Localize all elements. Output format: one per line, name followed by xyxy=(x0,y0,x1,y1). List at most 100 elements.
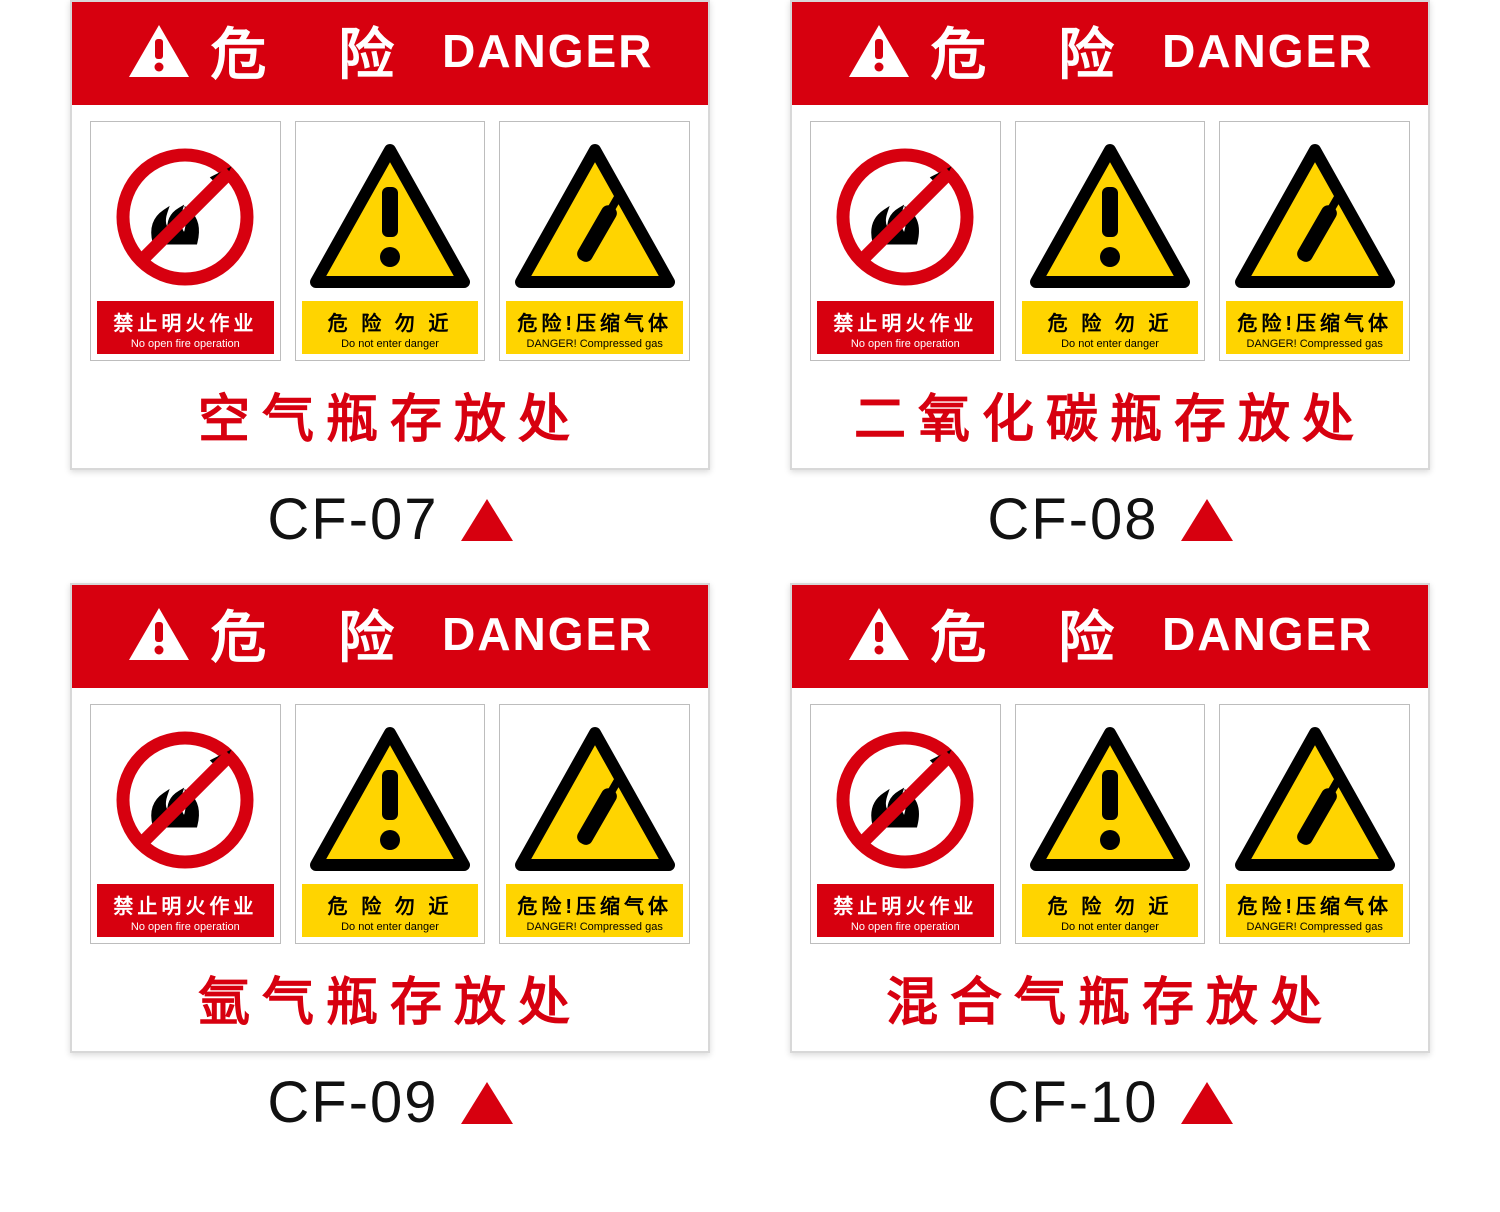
alert-triangle-icon xyxy=(847,23,911,79)
caption-compressed-gas: 危险!压缩气体 DANGER! Compressed gas xyxy=(1226,301,1403,354)
panel-row: 禁止明火作业 No open fire operation 危 险 勿 近 xyxy=(792,688,1428,954)
alert-triangle-icon xyxy=(847,606,911,662)
caption-en: DANGER! Compressed gas xyxy=(510,338,679,350)
caption-cn: 危 险 勿 近 xyxy=(306,307,475,336)
header-en: DANGER xyxy=(442,607,653,661)
caption-en: No open fire operation xyxy=(821,338,990,350)
code-row: CF-08 xyxy=(987,486,1232,553)
header-en: DANGER xyxy=(442,24,653,78)
sign-grid: 危 险 DANGER xyxy=(60,0,1440,1136)
sign-item-cf07: 危 险 DANGER xyxy=(60,0,720,553)
danger-sign: 危 险 DANGER xyxy=(790,0,1430,470)
sign-header: 危 险 DANGER xyxy=(72,2,708,105)
caption-en: No open fire operation xyxy=(101,338,270,350)
sign-item-cf08: 危 险 DANGER xyxy=(780,0,1440,553)
alert-triangle-icon xyxy=(127,606,191,662)
caption-keep-out: 危 险 勿 近 Do not enter danger xyxy=(1022,884,1199,937)
prohibit-fire-icon xyxy=(830,725,980,875)
pointer-up-icon xyxy=(461,1082,513,1124)
sign-item-cf09: 危 险 DANGER xyxy=(60,583,720,1136)
caption-en: Do not enter danger xyxy=(306,338,475,350)
panel-no-fire: 禁止明火作业 No open fire operation xyxy=(810,121,1001,361)
code-row: CF-09 xyxy=(267,1069,512,1136)
danger-sign: 危 险 DANGER xyxy=(790,583,1430,1053)
alert-triangle-icon xyxy=(127,23,191,79)
panel-compressed-gas: 危险!压缩气体 DANGER! Compressed gas xyxy=(499,121,690,361)
panel-no-fire: 禁止明火作业 No open fire operation xyxy=(90,704,281,944)
pointer-up-icon xyxy=(461,499,513,541)
danger-sign: 危 险 DANGER xyxy=(70,583,710,1053)
caption-keep-out: 危 险 勿 近 Do not enter danger xyxy=(1022,301,1199,354)
caption-cn: 禁止明火作业 xyxy=(101,890,270,919)
caption-keep-out: 危 险 勿 近 Do not enter danger xyxy=(302,301,479,354)
caption-cn: 危险!压缩气体 xyxy=(1230,307,1399,336)
caption-en: Do not enter danger xyxy=(306,921,475,933)
warning-cylinder-icon xyxy=(1235,725,1395,875)
caption-cn: 危 险 勿 近 xyxy=(1026,890,1195,919)
caption-en: Do not enter danger xyxy=(1026,921,1195,933)
warning-exclaim-icon xyxy=(1030,142,1190,292)
caption-cn: 危险!压缩气体 xyxy=(510,307,679,336)
panel-compressed-gas: 危险!压缩气体 DANGER! Compressed gas xyxy=(1219,121,1410,361)
caption-cn: 禁止明火作业 xyxy=(821,890,990,919)
header-en: DANGER xyxy=(1162,607,1373,661)
panel-compressed-gas: 危险!压缩气体 DANGER! Compressed gas xyxy=(499,704,690,944)
sign-footer: 混合气瓶存放处 xyxy=(792,954,1428,1041)
caption-compressed-gas: 危险!压缩气体 DANGER! Compressed gas xyxy=(1226,884,1403,937)
panel-keep-out: 危 险 勿 近 Do not enter danger xyxy=(295,121,486,361)
caption-en: DANGER! Compressed gas xyxy=(1230,921,1399,933)
warning-cylinder-icon xyxy=(1235,142,1395,292)
caption-compressed-gas: 危险!压缩气体 DANGER! Compressed gas xyxy=(506,301,683,354)
caption-keep-out: 危 险 勿 近 Do not enter danger xyxy=(302,884,479,937)
sign-header: 危 险 DANGER xyxy=(72,585,708,688)
prohibit-fire-icon xyxy=(110,142,260,292)
caption-cn: 禁止明火作业 xyxy=(101,307,270,336)
code-row: CF-10 xyxy=(987,1069,1232,1136)
panel-keep-out: 危 险 勿 近 Do not enter danger xyxy=(295,704,486,944)
caption-cn: 危 险 勿 近 xyxy=(306,890,475,919)
header-cn: 危 险 xyxy=(931,10,1143,91)
header-cn: 危 险 xyxy=(211,10,423,91)
caption-no-fire: 禁止明火作业 No open fire operation xyxy=(817,301,994,354)
caption-en: No open fire operation xyxy=(821,921,990,933)
product-code: CF-09 xyxy=(267,1069,438,1136)
pointer-up-icon xyxy=(1181,499,1233,541)
caption-en: DANGER! Compressed gas xyxy=(510,921,679,933)
sign-item-cf10: 危 险 DANGER xyxy=(780,583,1440,1136)
sign-header: 危 险 DANGER xyxy=(792,2,1428,105)
panel-row: 禁止明火作业 No open fire operation 危 险 勿 近 xyxy=(792,105,1428,371)
panel-compressed-gas: 危险!压缩气体 DANGER! Compressed gas xyxy=(1219,704,1410,944)
header-cn: 危 险 xyxy=(211,593,423,674)
sign-footer: 二氧化碳瓶存放处 xyxy=(792,371,1428,458)
header-cn: 危 险 xyxy=(931,593,1143,674)
product-code: CF-08 xyxy=(987,486,1158,553)
caption-no-fire: 禁止明火作业 No open fire operation xyxy=(97,884,274,937)
caption-no-fire: 禁止明火作业 No open fire operation xyxy=(97,301,274,354)
panel-row: 禁止明火作业 No open fire operation 危 险 勿 近 xyxy=(72,688,708,954)
panel-keep-out: 危 险 勿 近 Do not enter danger xyxy=(1015,704,1206,944)
pointer-up-icon xyxy=(1181,1082,1233,1124)
warning-cylinder-icon xyxy=(515,142,675,292)
sign-footer: 空气瓶存放处 xyxy=(72,371,708,458)
code-row: CF-07 xyxy=(267,486,512,553)
danger-sign: 危 险 DANGER xyxy=(70,0,710,470)
caption-en: DANGER! Compressed gas xyxy=(1230,338,1399,350)
warning-exclaim-icon xyxy=(310,725,470,875)
product-code: CF-10 xyxy=(987,1069,1158,1136)
caption-en: No open fire operation xyxy=(101,921,270,933)
panel-row: 禁止明火作业 No open fire operation 危 险 xyxy=(72,105,708,371)
caption-no-fire: 禁止明火作业 No open fire operation xyxy=(817,884,994,937)
panel-keep-out: 危 险 勿 近 Do not enter danger xyxy=(1015,121,1206,361)
caption-en: Do not enter danger xyxy=(1026,338,1195,350)
caption-cn: 危险!压缩气体 xyxy=(510,890,679,919)
prohibit-fire-icon xyxy=(110,725,260,875)
panel-no-fire: 禁止明火作业 No open fire operation xyxy=(810,704,1001,944)
prohibit-fire-icon xyxy=(830,142,980,292)
caption-compressed-gas: 危险!压缩气体 DANGER! Compressed gas xyxy=(506,884,683,937)
sign-footer: 氩气瓶存放处 xyxy=(72,954,708,1041)
caption-cn: 危 险 勿 近 xyxy=(1026,307,1195,336)
panel-no-fire: 禁止明火作业 No open fire operation xyxy=(90,121,281,361)
warning-cylinder-icon xyxy=(515,725,675,875)
product-code: CF-07 xyxy=(267,486,438,553)
sign-header: 危 险 DANGER xyxy=(792,585,1428,688)
